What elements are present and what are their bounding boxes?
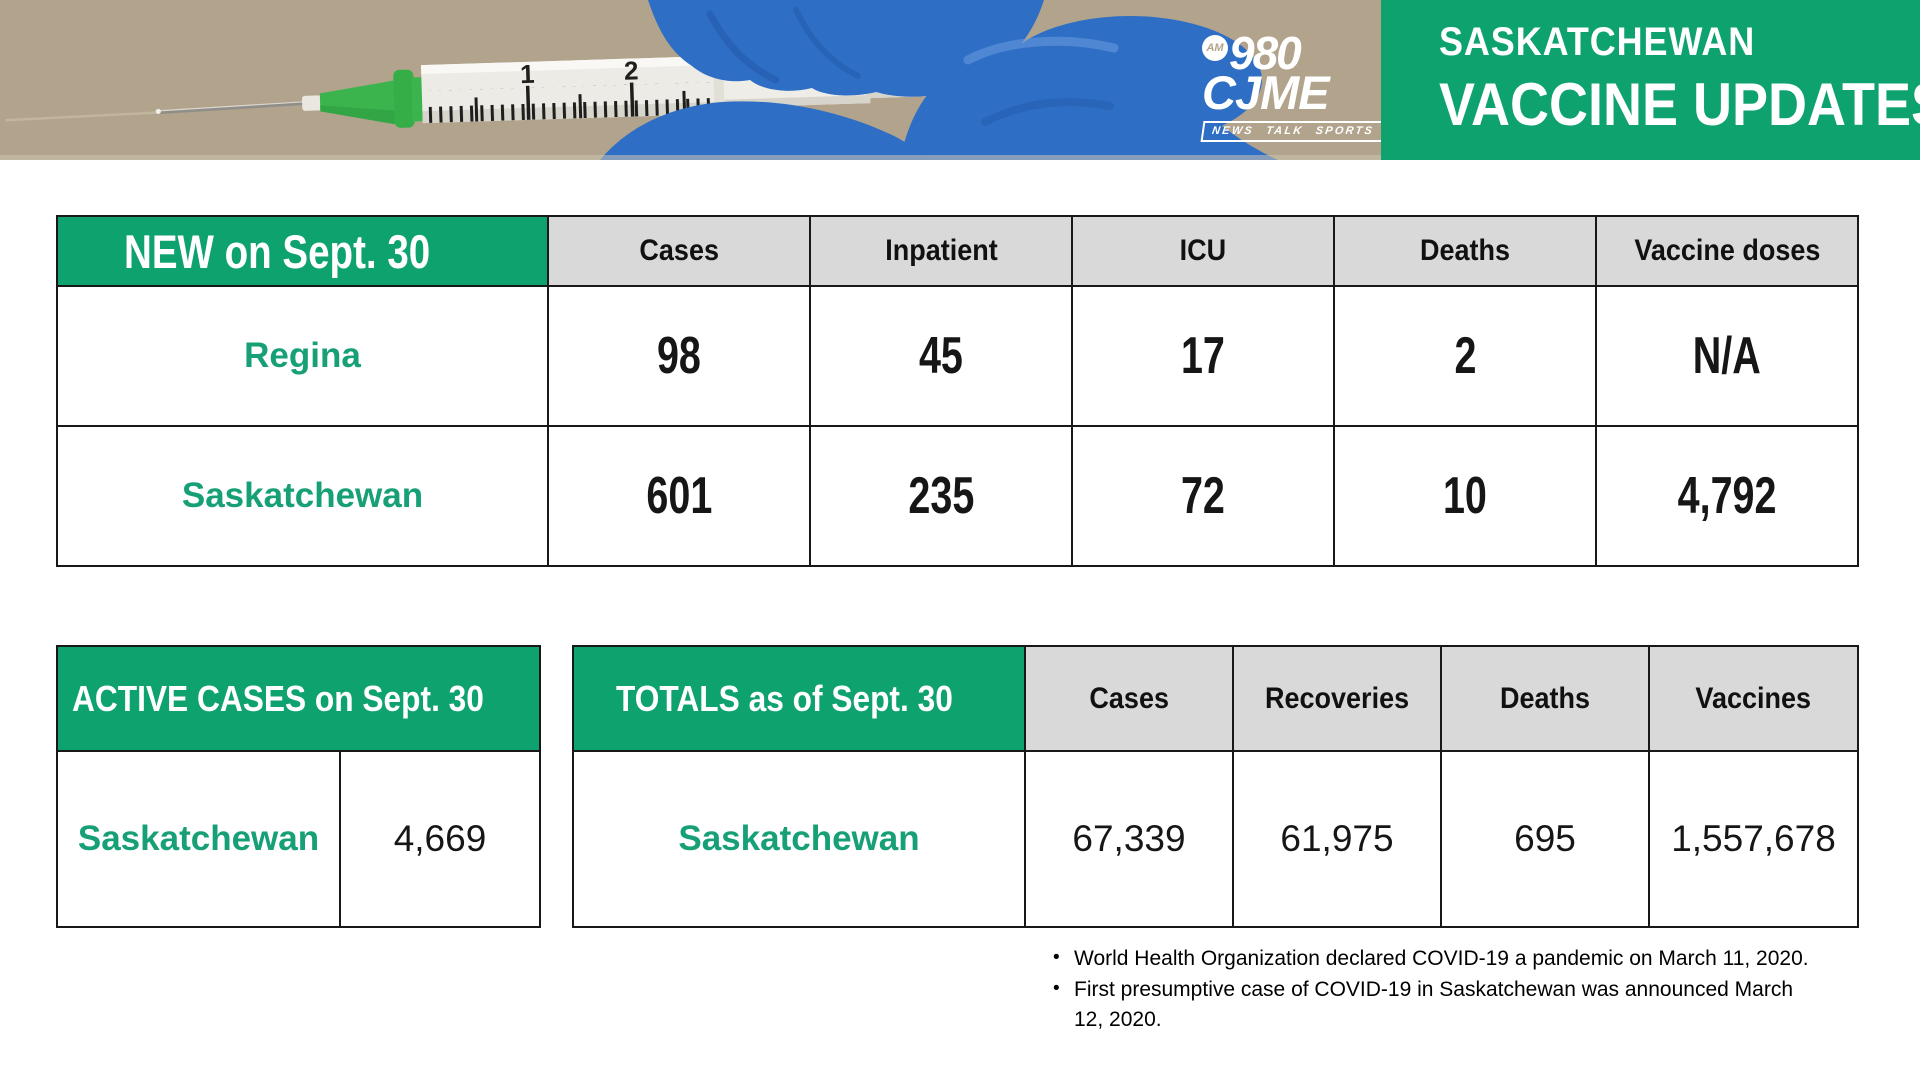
footnote-pandemic-declared: World Health Organization declared COVID…: [1046, 943, 1828, 974]
new-sask-cases: 601: [549, 427, 811, 567]
totals-table: TOTALS as of Sept. 30 Cases Recoveries D…: [572, 645, 1859, 928]
new-row-regina-label: Regina: [58, 287, 549, 427]
active-row-saskatchewan-label: Saskatchewan: [58, 752, 341, 928]
new-regina-cases: 98: [549, 287, 811, 427]
active-sask-value: 4,669: [341, 752, 541, 928]
totals-sask-vaccines: 1,557,678: [1650, 752, 1859, 928]
new-cases-table: NEW on Sept. 30 Cases Inpatient ICU Deat…: [56, 215, 1859, 567]
totals-col-deaths: Deaths: [1442, 647, 1650, 752]
totals-sask-cases: 67,339: [1026, 752, 1234, 928]
active-table-title: ACTIVE CASES on Sept. 30: [58, 647, 541, 752]
new-sask-icu: 72: [1073, 427, 1335, 567]
new-regina-deaths: 2: [1335, 287, 1597, 427]
new-sask-inpatient: 235: [811, 427, 1073, 567]
new-regina-inpatient: 45: [811, 287, 1073, 427]
new-col-vaccine-doses: Vaccine doses: [1597, 217, 1859, 287]
station-logo: AM 980 CJME NEWS TALK SPORTS: [1200, 30, 1386, 142]
svg-text:2: 2: [624, 55, 639, 85]
totals-row-saskatchewan-label: Saskatchewan: [574, 752, 1026, 928]
logo-call-letters: CJME: [1202, 66, 1330, 119]
new-table-title: NEW on Sept. 30: [58, 217, 549, 287]
new-col-deaths: Deaths: [1335, 217, 1597, 287]
totals-sask-deaths: 695: [1442, 752, 1650, 928]
svg-text:1: 1: [520, 59, 535, 89]
new-row-saskatchewan-label: Saskatchewan: [58, 427, 549, 567]
new-sask-vaccine-doses: 4,792: [1597, 427, 1859, 567]
banner-title-panel: SASKATCHEWAN VACCINE UPDATES: [1381, 0, 1920, 160]
logo-top-row: AM 980: [1202, 30, 1382, 76]
totals-col-recoveries: Recoveries: [1234, 647, 1442, 752]
new-table-title-text: NEW on Sept. 30: [123, 224, 430, 278]
new-sask-deaths: 10: [1335, 427, 1597, 567]
new-col-inpatient: Inpatient: [811, 217, 1073, 287]
footnote-first-case: First presumptive case of COVID-19 in Sa…: [1046, 974, 1828, 1035]
logo-tagline: NEWS TALK SPORTS: [1200, 121, 1386, 142]
new-col-cases: Cases: [549, 217, 811, 287]
totals-sask-recoveries: 61,975: [1234, 752, 1442, 928]
header-banner: 1 2: [0, 0, 1920, 160]
logo-number: 980: [1229, 27, 1302, 79]
new-regina-icu: 17: [1073, 287, 1335, 427]
totals-table-title: TOTALS as of Sept. 30: [574, 647, 1026, 752]
new-regina-vaccine-doses: N/A: [1597, 287, 1859, 427]
banner-title-line1: SASKATCHEWAN: [1439, 20, 1756, 64]
new-col-icu: ICU: [1073, 217, 1335, 287]
totals-col-cases: Cases: [1026, 647, 1234, 752]
footnotes-list: World Health Organization declared COVID…: [1046, 943, 1828, 1036]
syringe-illustration: 1 2: [0, 0, 1381, 160]
totals-col-vaccines: Vaccines: [1650, 647, 1859, 752]
active-cases-table: ACTIVE CASES on Sept. 30 Saskatchewan 4,…: [56, 645, 541, 928]
syringe-photo: 1 2: [0, 0, 1386, 160]
am-bubble-icon: AM: [1202, 35, 1228, 61]
banner-title-line2: VACCINE UPDATES: [1439, 71, 1920, 138]
